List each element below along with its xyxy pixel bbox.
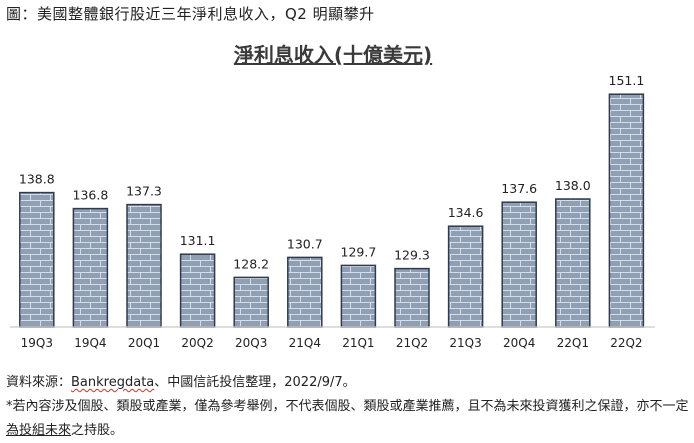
category-label-22q2: 22Q2 [610, 336, 642, 350]
bar-22q2 [608, 93, 645, 328]
chart-container: 淨利息收入(十億美元) 138.8 136.8 137.3 131.1 128.2 130… [0, 32, 694, 362]
category-label-21q2: 21Q2 [396, 336, 428, 350]
bars-group [19, 93, 645, 328]
disclaimer-underlined-text: 為投組未來 [6, 423, 72, 438]
category-label-20q4: 20Q4 [503, 336, 535, 350]
category-label-20q1: 20Q1 [128, 336, 160, 350]
disclaimer-text: *若內容涉及個股、類股或產業，僅為參考舉例，不代表個股、類股或產業推薦，且不為未… [6, 399, 689, 414]
source-prefix: 資料來源： [6, 375, 72, 390]
value-label-19q4: 136.8 [73, 188, 109, 203]
bar-20q2 [179, 253, 216, 328]
value-label-21q2: 129.3 [394, 248, 430, 263]
value-label-21q1: 129.7 [341, 244, 377, 259]
chart-title: 淨利息收入(十億美元) [234, 43, 432, 67]
bar-19q3 [19, 191, 55, 328]
disclaimer-note: *若內容涉及個股、類股或產業，僅為參考舉例，不代表個股、類股或產業推薦，且不為未… [6, 395, 692, 443]
value-label-21q4: 130.7 [287, 236, 323, 251]
bar-21q2 [394, 267, 430, 328]
bar-21q3 [447, 225, 484, 328]
value-label-22q2: 151.1 [609, 73, 645, 88]
value-label-20q3: 128.2 [233, 256, 269, 271]
category-label-19q4: 19Q4 [74, 336, 106, 350]
value-label-20q1: 137.3 [126, 184, 162, 199]
bar-22q1 [555, 198, 591, 328]
value-label-19q3: 138.8 [19, 172, 55, 187]
disclaimer-ending: 之持股。 [71, 423, 124, 438]
bar-20q3 [233, 276, 269, 328]
bar-20q1 [126, 203, 162, 328]
source-provider: Bankregdata [71, 375, 155, 390]
category-label-21q3: 21Q3 [449, 336, 481, 350]
net-interest-income-bar-chart: 淨利息收入(十億美元) 138.8 136.8 137.3 131.1 128.2 130… [10, 43, 655, 350]
category-labels-group: 19Q3 19Q4 20Q1 20Q2 20Q3 21Q4 21Q1 21Q2 21Q3 20Q4… [21, 336, 643, 350]
value-labels-group: 138.8 136.8 137.3 131.1 128.2 130.7 129.7 129.3… [19, 73, 644, 271]
bar-19q4 [72, 207, 109, 328]
bar-20q4 [501, 201, 537, 328]
category-label-20q2: 20Q2 [181, 336, 213, 350]
category-label-19q3: 19Q3 [21, 336, 53, 350]
category-label-22q1: 22Q1 [557, 336, 589, 350]
bar-21q1 [340, 264, 377, 328]
category-label-21q1: 21Q1 [342, 336, 374, 350]
bar-21q4 [287, 256, 323, 328]
value-label-21q3: 134.6 [448, 205, 484, 220]
value-label-22q1: 138.0 [555, 178, 591, 193]
value-label-20q4: 137.6 [501, 181, 537, 196]
value-label-20q2: 131.1 [180, 233, 216, 248]
source-note: 資料來源：Bankregdata、中國信託投信整理，2022/9/7。 [6, 371, 356, 390]
source-suffix: 、中國信託投信整理，2022/9/7。 [154, 375, 356, 390]
category-label-20q3: 20Q3 [235, 336, 267, 350]
category-label-21q4: 21Q4 [289, 336, 321, 350]
figure-caption: 圖：美國整體銀行股近三年淨利息收入，Q2 明顯攀升 [6, 5, 375, 23]
